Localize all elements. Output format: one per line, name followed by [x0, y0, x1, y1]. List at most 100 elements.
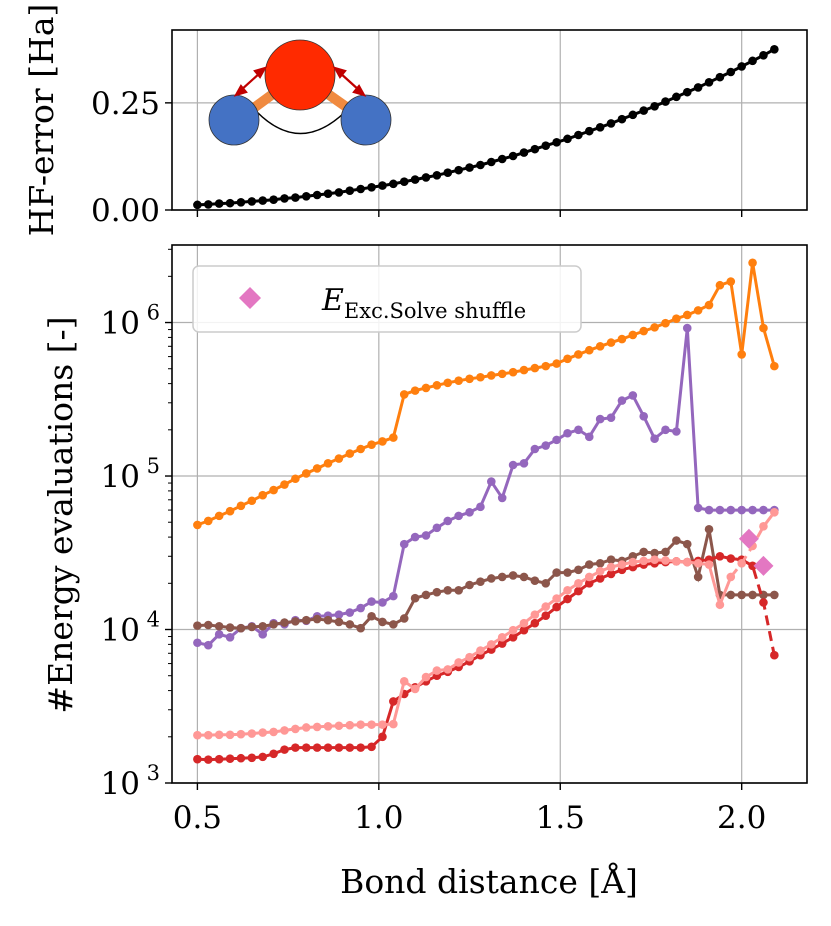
- brown-point-35: [574, 565, 583, 575]
- red-point-7: [269, 749, 278, 759]
- salmon-point-9: [291, 724, 300, 734]
- orange-point-41: [639, 326, 649, 336]
- brown-point-34: [563, 568, 572, 577]
- red-point-13: [334, 743, 344, 752]
- x-axis-label: Bond distance [Å]: [340, 861, 638, 901]
- top-point-27: [487, 157, 496, 167]
- orange-point-15: [356, 444, 365, 454]
- salmon-point-2: [214, 730, 224, 740]
- orange-point-21: [421, 383, 431, 393]
- purple-point-27: [487, 477, 496, 486]
- top-point-6: [258, 196, 268, 205]
- top-point-33: [552, 137, 561, 147]
- brown-point-53: [770, 590, 779, 600]
- purple-point-47: [704, 505, 714, 515]
- purple-point-29: [508, 460, 518, 470]
- red-point-2: [214, 754, 224, 764]
- salmon-point-47: [704, 560, 714, 569]
- orange-point-53: [770, 361, 779, 371]
- red-point-1: [203, 755, 213, 764]
- orange-point-11: [312, 464, 322, 473]
- salmon-point-43: [661, 556, 670, 565]
- salmon-point-20: [410, 684, 420, 694]
- brown-point-20: [410, 593, 420, 603]
- brown-point-16: [367, 611, 376, 621]
- brown-point-7: [269, 620, 278, 629]
- top-point-1: [203, 200, 213, 209]
- top-ytick-label-0: 0.00: [91, 193, 160, 229]
- red-point-3: [225, 754, 235, 763]
- salmon-point-34: [563, 586, 572, 595]
- brown-point-29: [508, 571, 518, 580]
- purple-point-24: [454, 511, 463, 521]
- top-point-23: [443, 168, 453, 178]
- brown-point-45: [682, 539, 692, 549]
- salmon-point-12: [323, 722, 333, 731]
- brown-point-2: [214, 621, 224, 631]
- brown-point-13: [334, 617, 344, 627]
- salmon-point-8: [280, 726, 289, 735]
- orange-point-0: [193, 520, 202, 530]
- brown-point-24: [454, 586, 463, 595]
- orange-point-48: [715, 280, 725, 290]
- orange-point-46: [693, 306, 703, 315]
- top-point-0: [193, 200, 202, 210]
- brown-point-44: [672, 536, 681, 545]
- top-point-35: [574, 130, 583, 140]
- red-point-32: [541, 611, 551, 621]
- salmon-point-46: [693, 559, 703, 568]
- legend-marker-diamond-icon: [239, 287, 261, 309]
- orange-point-39: [617, 334, 627, 344]
- purple-point-2: [214, 630, 224, 639]
- purple-point-0: [193, 638, 202, 648]
- purple-point-34: [563, 428, 572, 438]
- red-point-11: [312, 743, 322, 752]
- orange-point-51: [748, 258, 757, 268]
- salmon-point-48: [715, 600, 725, 610]
- orange-point-36: [584, 345, 594, 355]
- brown-point-43: [661, 547, 670, 557]
- brown-point-26: [476, 577, 485, 586]
- orange-point-5: [247, 496, 257, 506]
- red-point-0: [193, 754, 202, 764]
- brown-point-28: [497, 572, 507, 582]
- brown-point-42: [650, 548, 659, 558]
- salmon-point-1: [203, 730, 213, 740]
- orange-point-47: [704, 300, 714, 310]
- salmon-point-16: [367, 720, 376, 729]
- salmon-point-5: [247, 729, 257, 738]
- purple-point-41: [639, 411, 649, 421]
- salmon-point-23: [443, 665, 453, 674]
- top-point-19: [399, 177, 409, 187]
- red-point-28: [497, 639, 507, 648]
- brown-point-31: [530, 576, 540, 585]
- orange-point-3: [225, 506, 235, 516]
- top-point-39: [617, 114, 627, 124]
- bottom-xtick-label-2: 1.5: [536, 800, 585, 836]
- top-point-38: [606, 119, 616, 128]
- top-x-ticks: [196, 210, 743, 217]
- purple-point-52: [759, 505, 768, 515]
- salmon-point-30: [519, 618, 529, 628]
- orange-point-13: [334, 454, 344, 463]
- red-dashed-point-3: [770, 650, 779, 660]
- brown-point-27: [487, 574, 496, 583]
- top-point-16: [367, 182, 376, 192]
- orange-point-7: [269, 485, 278, 495]
- purple-point-50: [737, 505, 746, 515]
- red-point-4: [236, 753, 246, 763]
- diamond-point-1: [753, 555, 774, 576]
- energy-evaluations-panel: 10 3 10 4 10 5 10 6 0.5 1.0 1.5 2.0 #Energy evalua…: [41, 244, 808, 901]
- hf-error-panel: 0.00 0.25 HF-error [Ha]: [22, 4, 808, 236]
- salmon-point-36: [584, 572, 594, 582]
- top-point-20: [410, 175, 420, 184]
- purple-point-40: [628, 391, 638, 400]
- bottom-xtick-label-0: 0.5: [173, 800, 222, 836]
- stretch-arrows: [233, 66, 367, 97]
- top-point-37: [595, 122, 605, 132]
- salmon-point-49: [726, 572, 736, 582]
- salmon-point-22: [432, 666, 442, 675]
- red-point-35: [574, 586, 583, 596]
- top-point-42: [650, 101, 659, 111]
- top-point-26: [476, 160, 485, 170]
